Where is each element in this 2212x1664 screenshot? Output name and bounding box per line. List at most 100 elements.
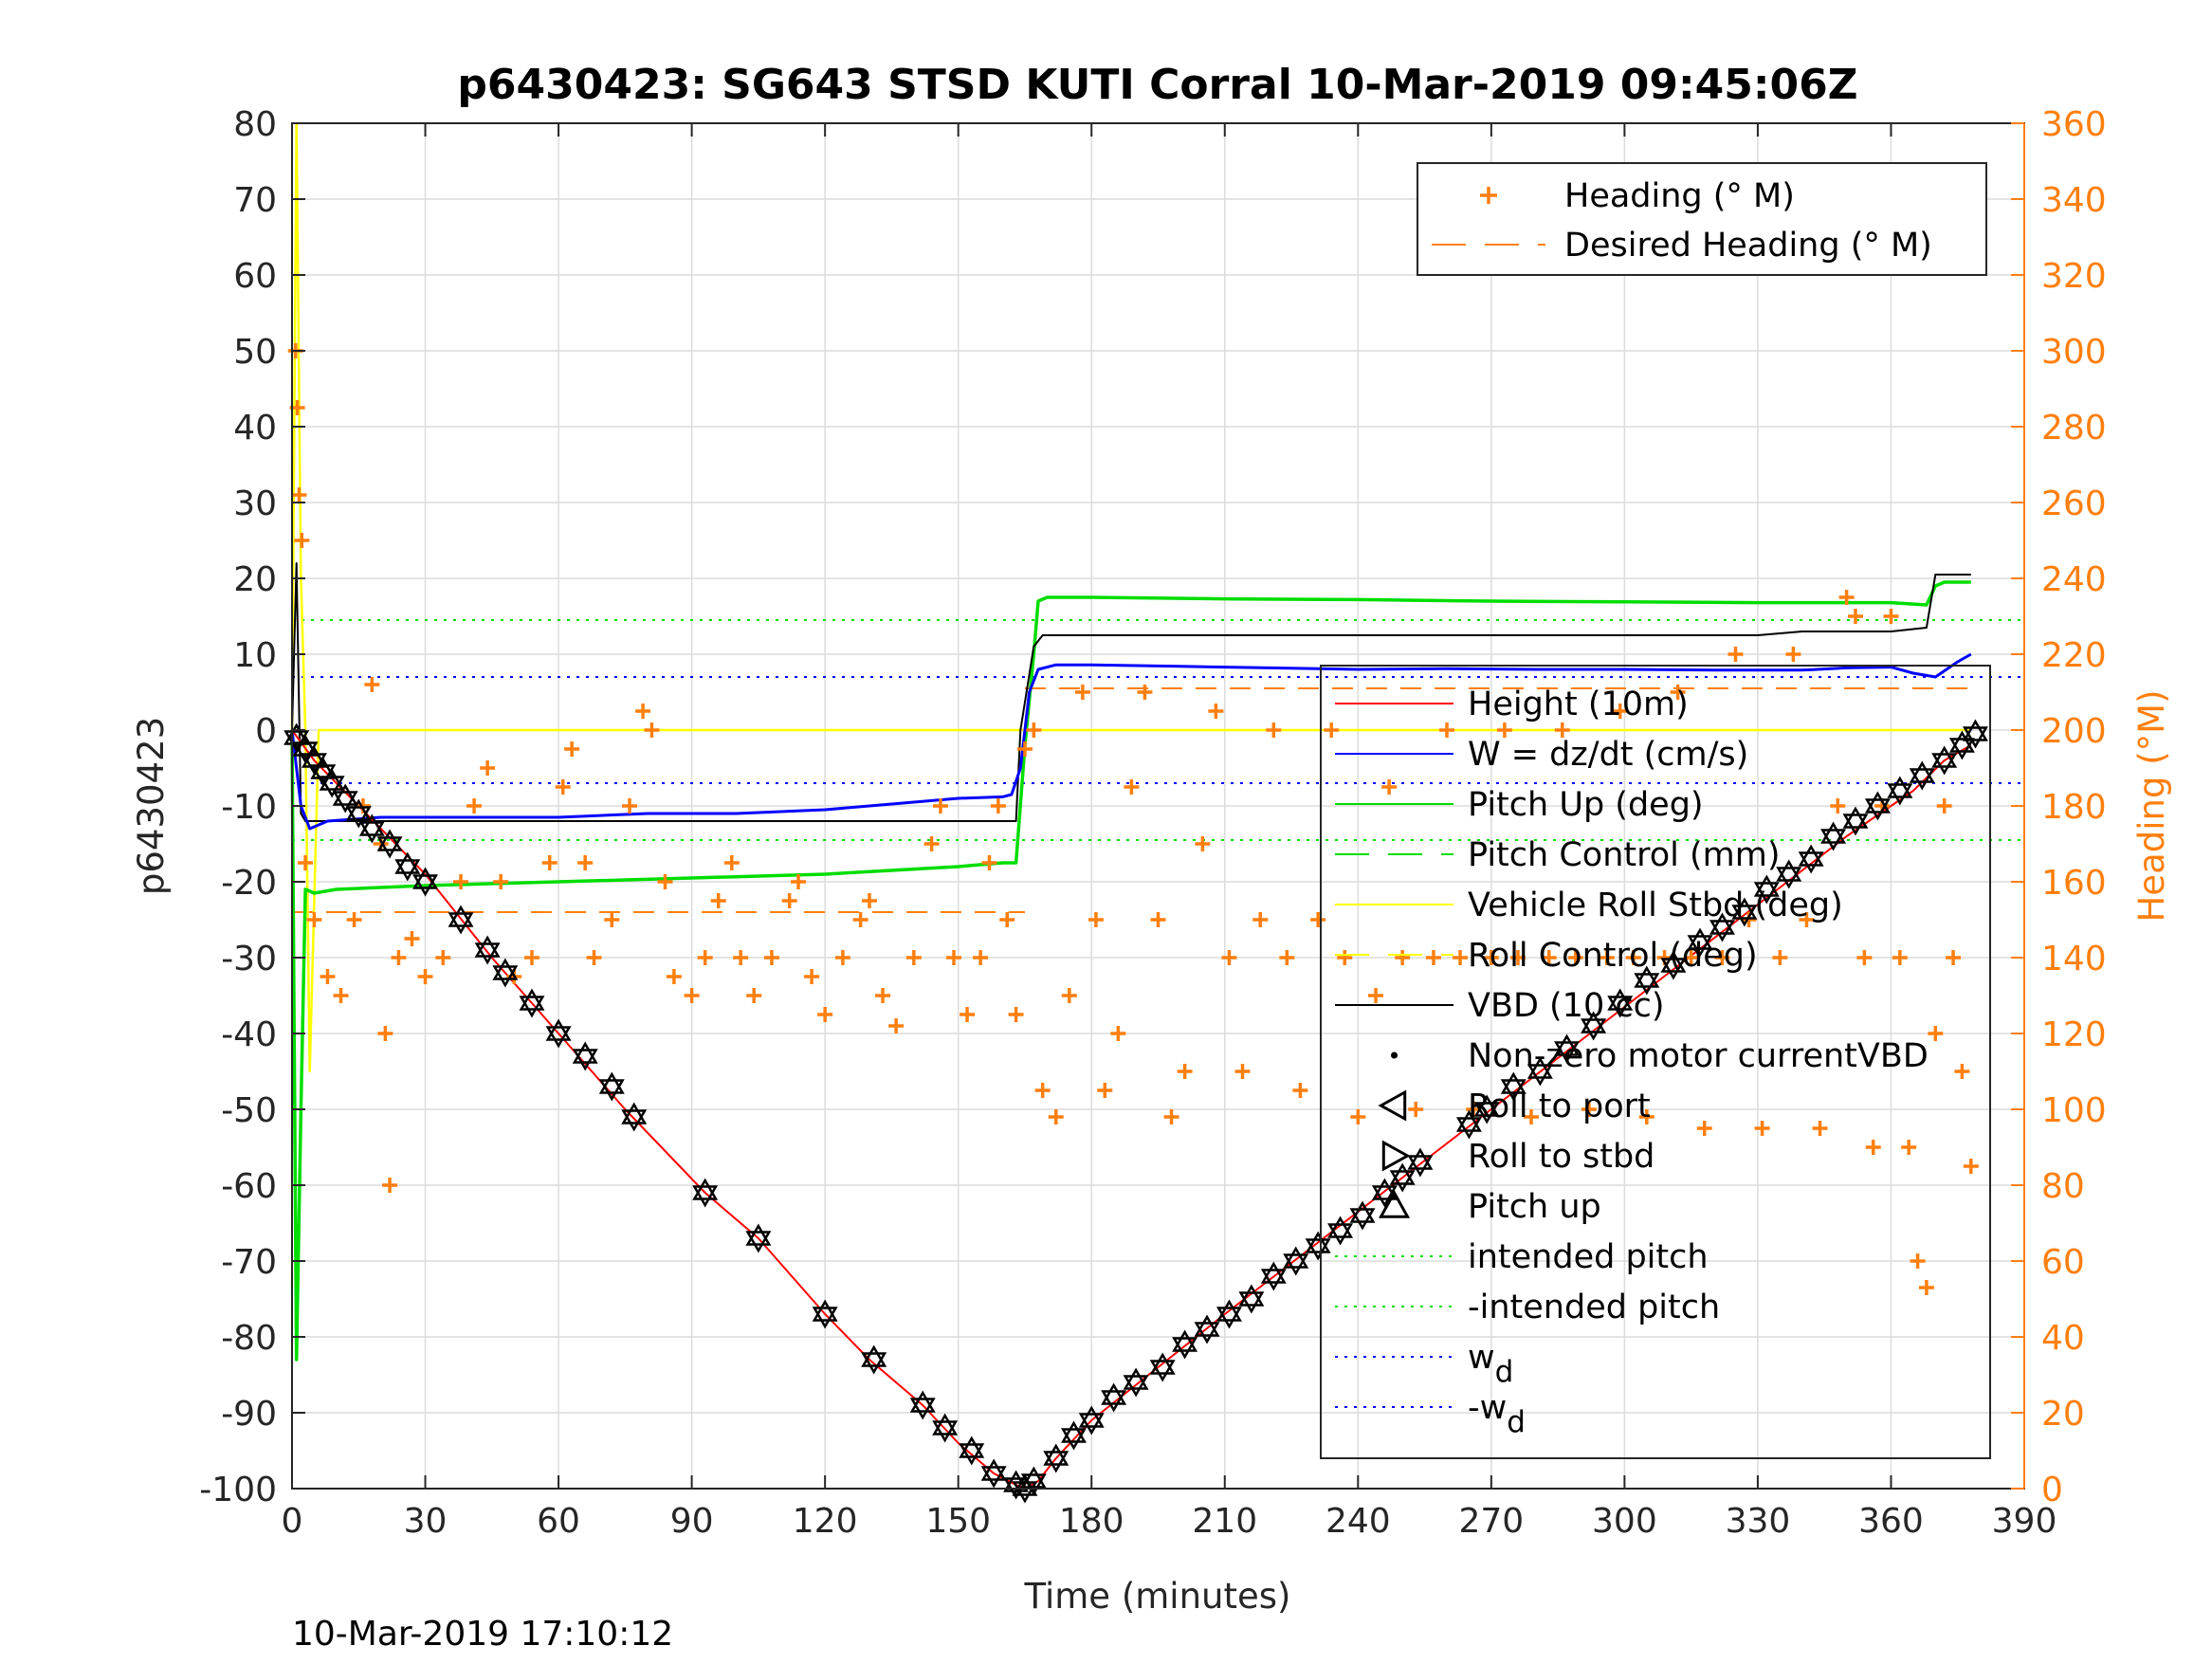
heading-point	[733, 950, 749, 965]
heading-point	[1856, 950, 1873, 965]
roll-marker	[332, 783, 358, 814]
heading-point	[364, 677, 380, 692]
legend-main-label-text: w	[1468, 1339, 1495, 1377]
heading-point	[1670, 685, 1686, 700]
roll-marker	[1455, 1109, 1482, 1140]
roll-marker	[909, 1390, 936, 1420]
roll-marker	[932, 1413, 959, 1443]
heading-point	[1097, 1083, 1113, 1098]
heading-point	[1324, 722, 1340, 738]
heading-point	[1381, 779, 1398, 795]
heading-point	[453, 874, 469, 889]
roll-marker	[1709, 912, 1735, 942]
legend-main-label-text: intended pitch	[1468, 1238, 1709, 1276]
roll-marker	[1407, 1147, 1434, 1178]
y-tick-label: -50	[221, 1091, 277, 1130]
legend-main-symbol	[1378, 1189, 1411, 1218]
legend-heading-label: Heading (° M)	[1564, 177, 1795, 215]
x-tick-label: 210	[1192, 1502, 1257, 1541]
heading-point	[1310, 912, 1326, 927]
legend-main-label: Roll to stbd	[1468, 1138, 1654, 1176]
heading-point	[564, 741, 580, 757]
roll-pitch-markers	[283, 719, 1988, 1504]
heading-point	[852, 912, 868, 927]
heading-point	[1946, 950, 1962, 965]
heading-point	[1830, 798, 1846, 814]
heading-point	[1936, 798, 1952, 814]
legend-main-label-text: Vehicle Roll Stbd (deg)	[1468, 887, 1843, 924]
heading-point	[990, 798, 1006, 814]
roll-marker	[376, 829, 403, 859]
heading-point	[622, 798, 638, 814]
x-tick-label: 60	[537, 1502, 580, 1541]
x-tick-label: 0	[282, 1502, 303, 1541]
y2-tick-label: 0	[2041, 1471, 2063, 1509]
heading-point	[1163, 1109, 1179, 1125]
y2-tick-label: 240	[2041, 560, 2107, 599]
heading-point	[888, 1018, 905, 1033]
y2-tick-label: 280	[2041, 409, 2107, 448]
heading-point	[862, 893, 877, 908]
roll-marker	[1842, 806, 1869, 836]
roll-marker	[448, 905, 474, 935]
heading-point	[294, 533, 310, 548]
roll-marker	[1820, 821, 1847, 851]
roll-marker	[412, 867, 439, 897]
heading-point	[1074, 685, 1090, 700]
roll-marker	[1389, 1162, 1416, 1193]
heading-point	[1625, 950, 1641, 965]
legend-main-label: -intended pitch	[1468, 1289, 1720, 1326]
heading-point	[1883, 609, 1899, 624]
roll-marker	[394, 851, 421, 882]
heading-point	[1137, 685, 1153, 700]
y-tick-label: 30	[233, 485, 277, 523]
legend-main-label-text: Pitch up	[1468, 1188, 1601, 1226]
heading-point	[435, 950, 451, 965]
y-tick-label: -90	[221, 1395, 277, 1434]
heading-point	[1554, 722, 1570, 738]
legend-heading-box	[1417, 162, 1987, 276]
heading-point	[817, 1007, 833, 1022]
roll-marker	[572, 1041, 598, 1071]
heading-point	[1567, 950, 1583, 965]
heading-point	[1524, 1109, 1540, 1125]
heading-point	[1496, 722, 1512, 738]
legend-main-label-text: Roll Control (deg)	[1468, 937, 1758, 975]
legend-main-symbol	[1381, 1140, 1411, 1172]
roll-marker	[1473, 1094, 1500, 1125]
heading-point	[1714, 950, 1730, 965]
y2-tick-label: 300	[2041, 333, 2107, 372]
heading-point	[1954, 1064, 1970, 1079]
roll-marker	[1260, 1261, 1287, 1291]
roll-marker	[1864, 791, 1891, 821]
roll-marker	[1909, 760, 1935, 791]
y2-axis-ticks: 0 20 40 60 80 100 120 140 160 180 200 220 240 260 280 3…	[2011, 105, 2107, 1509]
x-tick-label: 90	[670, 1502, 714, 1541]
y-tick-label: -40	[221, 1015, 277, 1054]
heading-point	[1812, 1121, 1828, 1136]
legend-main-label: W = dz/dt (cm/s)	[1468, 736, 1748, 774]
roll-marker	[1283, 1246, 1309, 1276]
y2-tick-label: 120	[2041, 1015, 2107, 1054]
heading-point	[1728, 647, 1744, 662]
heading-point	[791, 874, 807, 889]
heading-point	[710, 893, 726, 908]
y2-tick-label: 320	[2041, 257, 2107, 296]
legend-main-label: Non-zero motor currentVBD	[1468, 1037, 1929, 1075]
roll-marker	[1305, 1231, 1331, 1261]
heading-point	[1395, 950, 1411, 965]
roll-marker	[1327, 1216, 1354, 1246]
heading-point	[1581, 1102, 1597, 1117]
y-tick-label: 10	[233, 636, 277, 675]
heading-point	[1266, 722, 1282, 738]
heading-point	[999, 912, 1015, 927]
x-axis-ticks: 0 30 60 90 120 150 180 210 240 270 300 330 360 390	[282, 123, 2057, 1541]
legend-main-label: Pitch Control (mm)	[1468, 836, 1780, 874]
roll-marker	[1753, 874, 1780, 905]
y-tick-label: 70	[233, 181, 277, 220]
legend-main-label: intended pitch	[1468, 1238, 1709, 1276]
y-tick-label: -20	[221, 864, 277, 903]
heading-point	[320, 969, 336, 984]
y2-tick-label: 220	[2041, 636, 2107, 675]
